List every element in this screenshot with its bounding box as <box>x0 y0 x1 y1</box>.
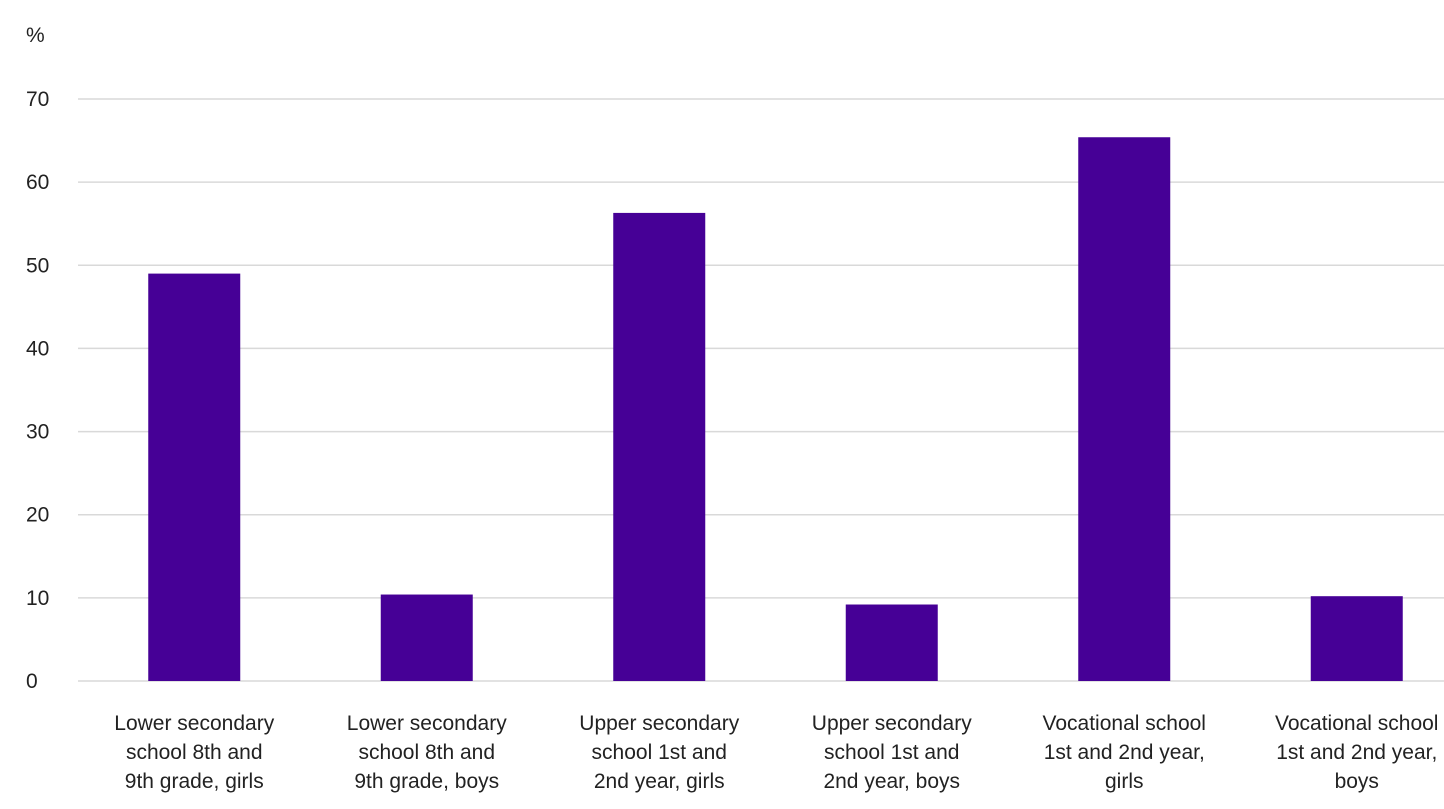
x-category-label-line: school 8th and <box>358 741 495 764</box>
x-category-label-line: 1st and 2nd year, <box>1044 741 1205 764</box>
bar <box>845 604 938 681</box>
gridlines <box>78 98 1444 682</box>
y-tick-label: 50 <box>26 254 49 277</box>
x-category-label-line: school 1st and <box>592 741 727 764</box>
x-axis-category-labels: Lower secondary school 8th and 9th grade, … <box>114 712 1438 793</box>
x-category-label-line: 9th grade, boys <box>354 770 499 793</box>
y-axis-tick-labels: 0 10 20 30 40 50 60 70 <box>26 88 49 693</box>
y-tick-label: 10 <box>26 587 49 610</box>
bars <box>148 137 1403 682</box>
y-tick-label: 20 <box>26 504 49 527</box>
bar <box>380 594 473 681</box>
x-category-label-line: 9th grade, girls <box>125 770 264 793</box>
y-tick-label: 60 <box>26 171 49 194</box>
y-tick-label: 30 <box>26 421 49 444</box>
x-category-label-line: 1st and 2nd year, <box>1276 741 1437 764</box>
x-category-label-line: Lower secondary <box>114 712 274 735</box>
bar <box>613 212 706 682</box>
x-category-label-line: Upper secondary <box>579 712 739 735</box>
y-axis-unit-label: % <box>26 24 45 47</box>
x-category-label: Lower secondary school 8th and 9th grade, … <box>347 712 507 793</box>
x-category-label-line: Lower secondary <box>347 712 507 735</box>
x-category-label-line: girls <box>1105 770 1144 793</box>
bar <box>1078 137 1171 681</box>
y-tick-label: 0 <box>26 670 38 693</box>
bar <box>1310 596 1403 681</box>
x-category-label-line: 2nd year, boys <box>823 770 960 793</box>
x-category-label: Lower secondary school 8th and 9th grade, … <box>114 712 274 793</box>
x-category-label: Vocational school 1st and 2nd year, girls <box>1043 712 1206 793</box>
x-category-label-line: 2nd year, girls <box>594 770 725 793</box>
bar <box>148 273 241 681</box>
y-tick-label: 70 <box>26 88 49 111</box>
y-tick-label: 40 <box>26 337 49 360</box>
x-category-label: Upper secondary school 1st and 2nd year, g… <box>579 712 739 793</box>
x-category-label-line: boys <box>1335 770 1379 793</box>
x-category-label-line: school 1st and <box>824 741 959 764</box>
x-category-label-line: Upper secondary <box>812 712 972 735</box>
x-category-label: Upper secondary school 1st and 2nd year, b… <box>812 712 972 793</box>
x-category-label-line: Vocational school <box>1275 712 1438 735</box>
x-category-label-line: school 8th and <box>126 741 263 764</box>
x-category-label-line: Vocational school <box>1043 712 1206 735</box>
x-category-label: Vocational school 1st and 2nd year, boys <box>1275 712 1438 793</box>
